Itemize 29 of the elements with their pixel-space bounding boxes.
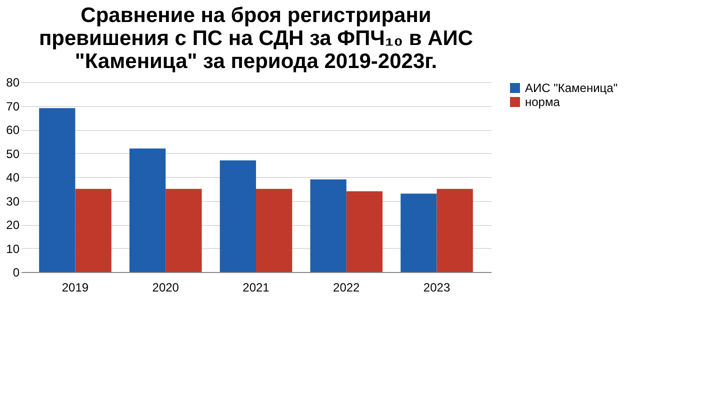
y-tick-label: 60 [6,123,20,137]
x-tick-label: 2019 [62,280,89,294]
bar [129,148,166,272]
text: превишения с ПС на СДН за ФПЧ₁₀ в АИС [38,27,474,50]
y-tick-label: 40 [6,170,20,184]
bar [39,108,76,272]
x-tick-label: 2021 [242,280,270,294]
text: Сравнение на броя регистрирани [80,4,432,27]
y-tick-label: 30 [6,194,20,208]
y-tick-label: 50 [6,146,20,161]
x-tick-label: 2020 [152,280,180,294]
bar [166,188,202,272]
bar [256,188,292,272]
bar [310,179,346,272]
y-tick-label: 80 [6,76,20,90]
y-tick-label: 70 [6,99,20,114]
x-tick-label: 2023 [423,280,450,294]
text: "Каменица" за периода 2019-2023г. [74,50,438,73]
y-tick-label: 20 [6,218,20,232]
x-tick-label: 2022 [333,280,360,294]
y-tick-label: 0 [12,266,20,280]
bar [400,194,437,272]
bar [436,188,473,272]
bar [220,160,256,272]
legend-label: АИС "Каменица" [525,81,618,95]
legend-label: норма [525,95,560,109]
bar [75,188,112,272]
y-tick-label: 10 [6,242,20,256]
bar [346,191,383,272]
